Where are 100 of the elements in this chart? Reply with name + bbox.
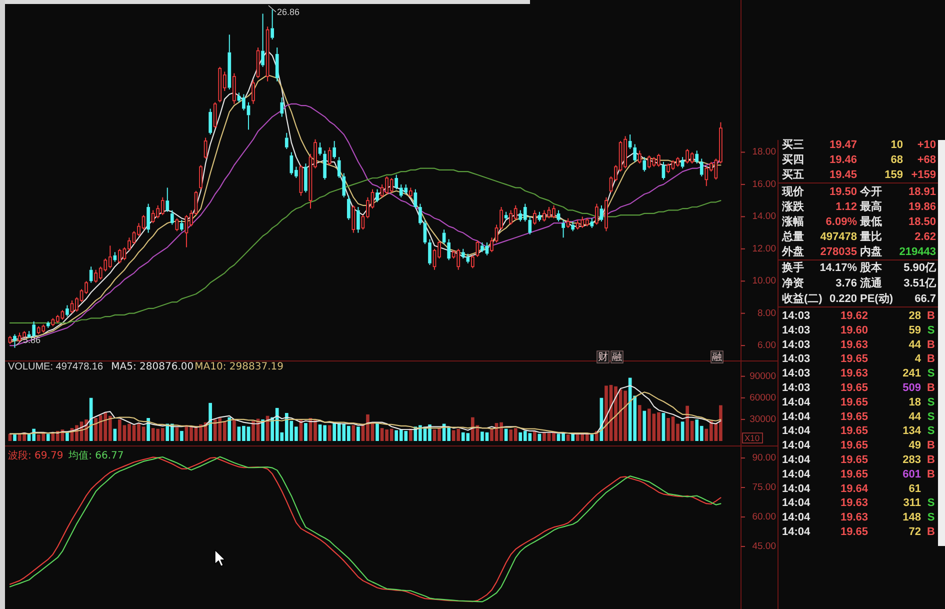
text: S — [927, 368, 935, 380]
text: 14:03 — [782, 324, 810, 336]
text: 44 — [908, 410, 922, 423]
candlestick — [66, 304, 69, 318]
candlestick — [318, 142, 322, 156]
text: 买三 — [782, 139, 804, 151]
text: 14:03 — [782, 310, 810, 322]
text: 净资 — [782, 276, 804, 290]
text: 19.65 — [840, 410, 868, 423]
text: 外盘 — [781, 245, 804, 258]
candlestick — [166, 187, 170, 212]
bar — [642, 410, 646, 441]
text: 14:04 — [782, 410, 812, 423]
bar — [228, 417, 232, 441]
text: 收益(二) — [782, 292, 823, 305]
text: 14:04 — [782, 497, 812, 510]
text: 497478 — [820, 231, 857, 243]
candlestick — [332, 140, 336, 160]
candlestick — [571, 220, 575, 232]
candlestick — [284, 132, 288, 150]
text: 19.63 — [840, 512, 868, 524]
candlestick — [337, 156, 341, 179]
candlestick — [642, 156, 646, 172]
bar — [566, 434, 570, 441]
y-tick-label: 16.00 — [752, 178, 776, 190]
text: 148 — [902, 512, 921, 524]
candlestick — [376, 188, 379, 203]
text: 19.63 — [840, 368, 868, 380]
text: B — [927, 454, 936, 466]
y-tick-label: 90.00 — [752, 452, 776, 464]
text: 2.62 — [914, 231, 936, 243]
candlestick — [528, 216, 532, 235]
text: B — [927, 526, 936, 538]
candlestick — [447, 238, 450, 261]
text: S — [927, 512, 935, 524]
text: 19.50 — [829, 186, 857, 198]
text: 股本 — [859, 261, 883, 274]
text: 14:04 — [782, 512, 812, 524]
text: 14:03 — [782, 353, 810, 366]
text: +68 — [917, 154, 936, 166]
candlestick — [562, 219, 565, 238]
candlestick — [556, 210, 560, 222]
line-series — [9, 168, 722, 324]
text: 10 — [890, 139, 903, 151]
candlestick — [13, 334, 16, 348]
y-tick-label: 75.00 — [752, 482, 776, 493]
candlestick — [252, 79, 255, 104]
text: 18.50 — [908, 216, 936, 228]
text: +10 — [917, 139, 936, 151]
candlestick — [342, 172, 346, 198]
candlestick — [633, 144, 637, 162]
text: 总量 — [781, 230, 804, 243]
text: 19.62 — [840, 310, 868, 322]
annotation: 财 — [598, 351, 608, 363]
text: 3.51亿 — [904, 278, 937, 290]
bar — [376, 423, 379, 441]
text: 涨跌 — [781, 200, 805, 213]
candlestick — [46, 320, 50, 328]
text: 19.47 — [829, 139, 857, 151]
text: 18.91 — [908, 186, 936, 198]
text: 19.64 — [840, 482, 869, 495]
text: 14:04 — [782, 440, 812, 452]
candlestick — [228, 34, 232, 90]
text: 波段: 69.79 — [8, 450, 64, 462]
text: 19.65 — [840, 468, 868, 480]
candlestick — [414, 188, 418, 210]
text: +159 — [911, 169, 936, 181]
bar — [232, 419, 236, 441]
bar — [590, 434, 594, 441]
text: 14:03 — [782, 368, 810, 380]
y-tick-label: 8.00 — [758, 308, 776, 319]
text: 19.60 — [840, 324, 868, 336]
text: 28 — [908, 310, 921, 322]
y-tick-label: 30000 — [750, 414, 776, 425]
text: 49 — [908, 440, 921, 452]
candlestick — [346, 195, 350, 220]
text: S — [927, 425, 935, 438]
text: 14:04 — [782, 482, 812, 495]
text: 19.46 — [829, 154, 857, 166]
bar — [680, 422, 684, 441]
text: B — [927, 310, 936, 322]
candlestick — [408, 187, 412, 198]
text: 241 — [902, 368, 921, 380]
candlestick — [600, 204, 604, 222]
candlestick — [538, 211, 542, 222]
bar — [180, 430, 184, 441]
bar — [328, 425, 332, 441]
text: 14.17% — [820, 262, 858, 274]
text: 19.65 — [840, 425, 868, 438]
bar — [208, 402, 212, 441]
candlestick — [504, 211, 508, 220]
bar — [66, 432, 69, 441]
candlestick — [208, 108, 212, 136]
candlestick — [275, 47, 279, 82]
text: 66.7 — [914, 293, 936, 305]
bar — [638, 405, 642, 441]
candlestick — [146, 203, 150, 234]
text: B — [927, 353, 936, 366]
candlestick — [180, 219, 184, 232]
text: B — [927, 468, 936, 480]
